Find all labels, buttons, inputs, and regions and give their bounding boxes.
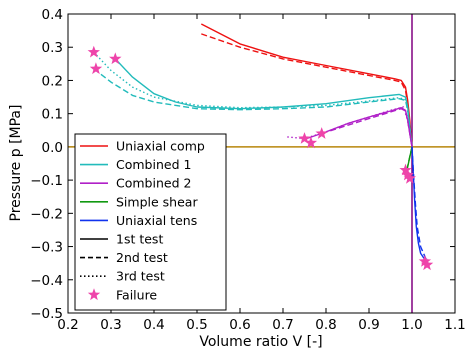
x-tick-label: 0.7 [272,317,293,333]
y-tick-label: 0.0 [42,140,63,156]
failure-marker [298,132,311,144]
failure-marker [401,168,414,181]
x-tick-label: 1.1 [444,317,465,333]
legend-star-marker [87,288,101,301]
failure-marker [418,255,432,267]
failure-marker [399,163,412,176]
legend-label: Simple shear [116,194,198,209]
legend-label: 2nd test [116,250,168,265]
tick-group: 0.2 0.3 0.4 0.5 0.6 0.7 0.8 0.9 1.0 1.1 0.4 0.3 0.2 0… [30,7,466,333]
series-line [406,146,413,171]
legend-label: Uniaxial comp [116,139,205,154]
legend-label: 3rd test [116,269,165,284]
failure-marker [403,171,416,184]
series-line [287,106,413,148]
series-line [201,33,413,147]
legend: Uniaxial comp Combined 1 Combined 2 Simple … [74,133,227,311]
failure-marker [109,52,122,65]
x-tick-label: 0.6 [229,317,250,333]
series-line [200,23,413,147]
x-tick-label: 0.8 [315,317,336,333]
x-tick-label: 0.5 [186,317,207,333]
x-tick-label: 0.4 [143,317,164,333]
plot-frame [67,13,456,314]
series-line [93,51,413,147]
legend-label: 1st test [116,232,163,247]
legend-label: Combined 1 [116,157,191,172]
legend-box [74,133,227,311]
failure-marker [315,127,328,139]
y-tick-label: −0.3 [30,240,63,256]
x-tick-label: 1.0 [401,317,422,333]
y-axis-label: Pressure p [MPa] [8,105,24,222]
y-tick-label: 0.2 [42,73,63,89]
x-tick-label: 0.9 [358,317,379,333]
x-tick-label: 0.2 [57,317,78,333]
y-tick-label: −0.4 [30,273,63,289]
legend-label: Combined 2 [116,176,191,191]
y-tick-label: −0.5 [30,306,63,322]
series-line [114,58,413,147]
series-line [306,106,413,148]
y-tick-label: 0.3 [42,40,63,56]
series-line [93,68,413,147]
y-tick-label: −0.2 [30,206,63,222]
series-line [321,107,413,148]
legend-label: Failure [116,287,157,302]
x-axis-label: Volume ratio V [-] [199,334,322,350]
y-tick-label: 0.4 [42,7,63,23]
legend-label: Uniaxial tens [116,213,197,228]
y-tick-label: 0.1 [42,107,63,123]
y-tick-label: −0.1 [30,173,63,189]
failure-marker [87,45,100,58]
x-tick-label: 0.3 [100,317,121,333]
failure-marker [304,136,318,149]
plot-area [68,14,455,313]
failure-marker [420,258,434,271]
failure-marker [89,62,103,75]
